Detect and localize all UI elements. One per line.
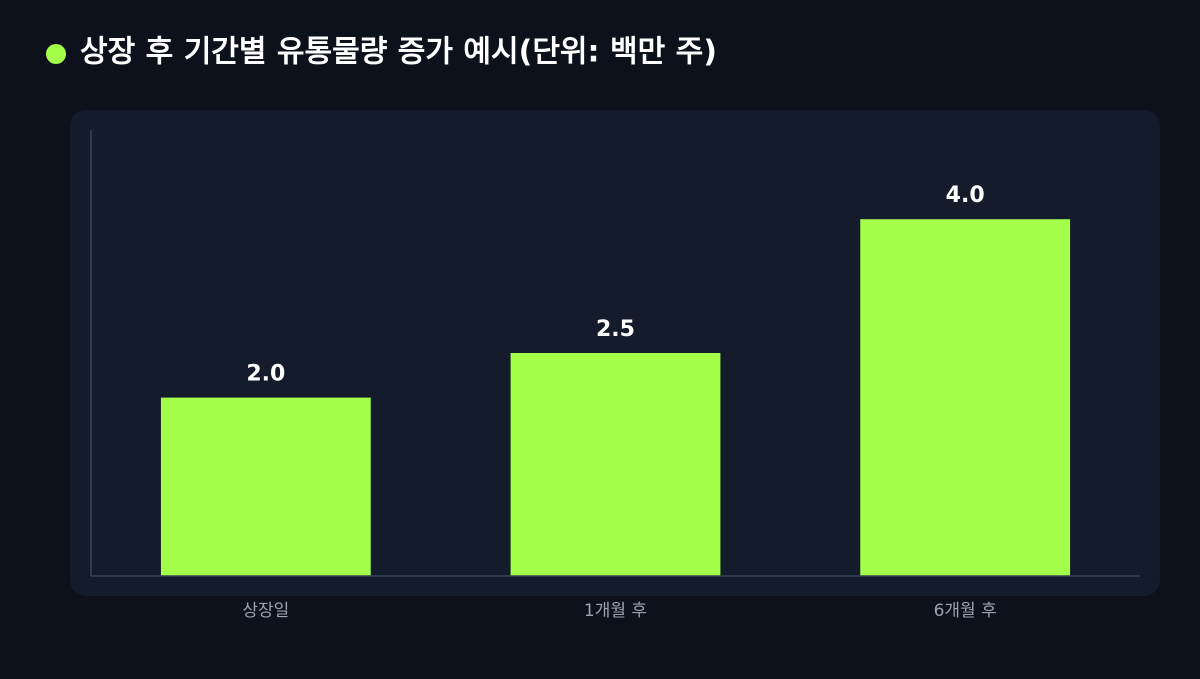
- x-tick-label: 상장일: [242, 601, 289, 621]
- x-tick-label: 1개월 후: [584, 601, 647, 621]
- bar: [860, 219, 1071, 576]
- x-tick-label: 6개월 후: [934, 601, 997, 621]
- bar: [160, 397, 371, 576]
- value-label: 4.0: [946, 183, 985, 208]
- value-label: 2.0: [246, 362, 285, 387]
- bar: [510, 353, 721, 576]
- title-dot: [46, 44, 66, 64]
- chart-title: 상장 후 기간별 유통물량 증가 예시(단위: 백만 주): [80, 35, 717, 70]
- value-label: 2.5: [596, 317, 635, 342]
